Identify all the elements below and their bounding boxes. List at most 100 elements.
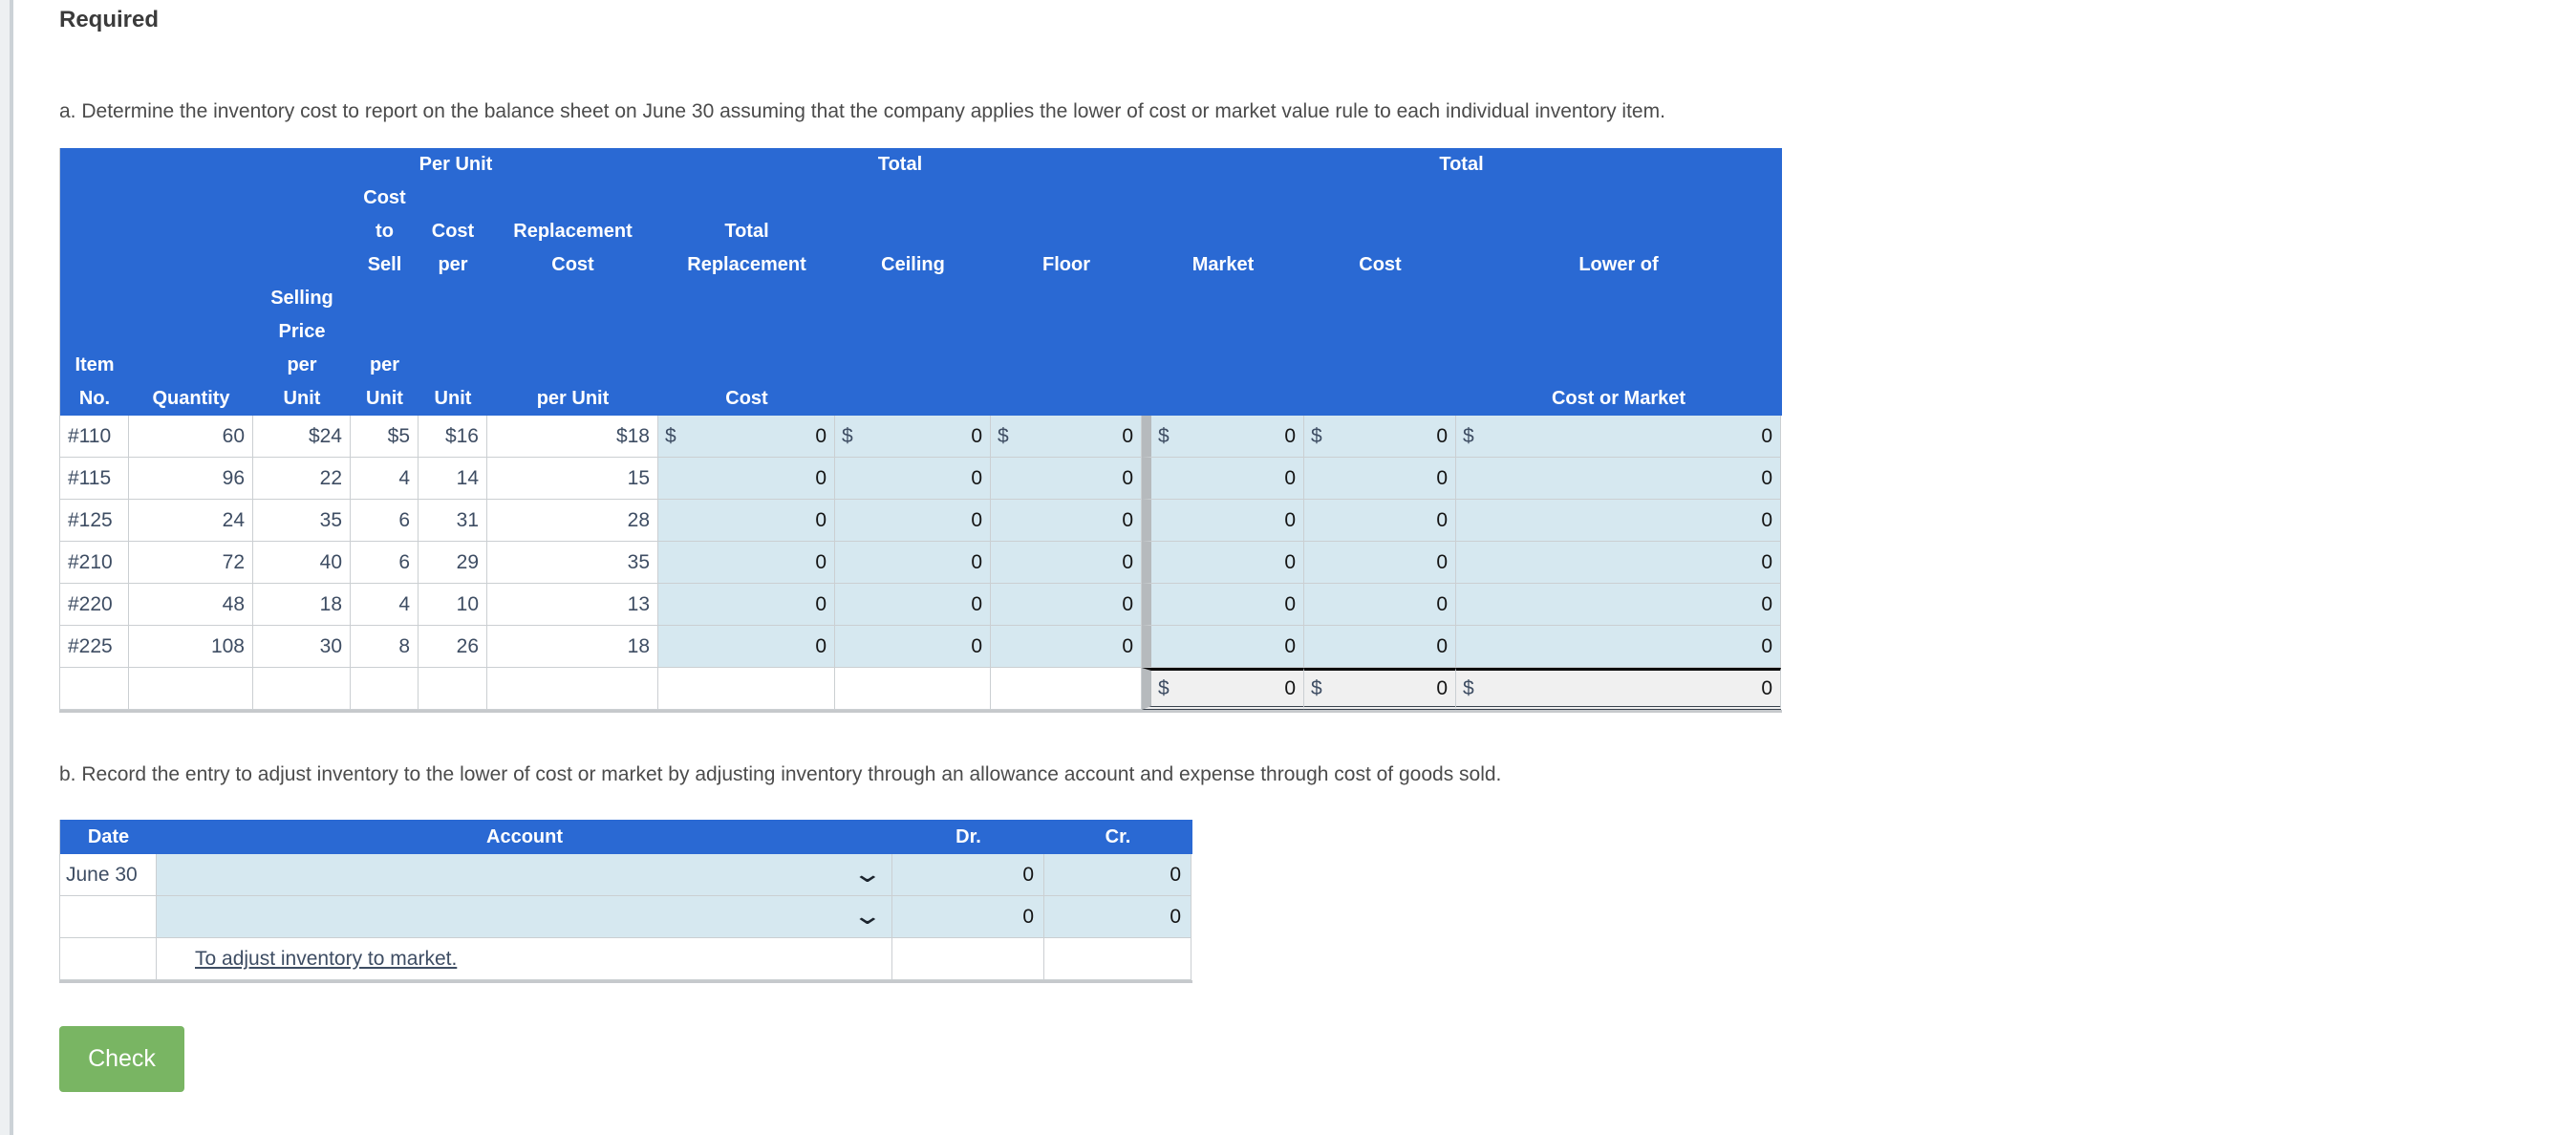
header-label-item: Item: [75, 354, 115, 375]
cell-value: 0: [1284, 550, 1296, 573]
chevron-down-icon: ⌄: [851, 858, 884, 888]
total-replacement-input[interactable]: 0: [658, 500, 835, 542]
floor-input[interactable]: 0: [991, 500, 1142, 542]
journal-note: To adjust inventory to market.: [157, 938, 892, 980]
cell-value: 0: [815, 592, 826, 615]
account-select[interactable]: ⌄: [157, 896, 892, 938]
market-input[interactable]: 0: [1142, 584, 1304, 626]
ceiling-input[interactable]: 0: [835, 584, 991, 626]
header-label-ceiling: Ceiling: [881, 254, 945, 275]
date-cell: June 30: [60, 854, 157, 896]
total-replacement-input[interactable]: 0: [658, 542, 835, 584]
ceiling-input[interactable]: 0: [835, 542, 991, 584]
cell-value: 0: [971, 466, 982, 489]
empty-cell: [835, 668, 991, 710]
left-scrollbar[interactable]: [0, 0, 13, 1135]
cell-value: 0: [1122, 634, 1133, 657]
journal-table-header: Date Account Dr. Cr.: [60, 820, 1192, 854]
lcm-input[interactable]: 0: [1456, 542, 1781, 584]
cell-value: 0: [1761, 508, 1772, 531]
empty-cell: [991, 668, 1142, 710]
table-row: #110 60 $24 $5 $16 $18 $0 $0 $0 $0 $0 $0: [60, 416, 1782, 458]
cell-value: 0: [815, 550, 826, 573]
floor-input[interactable]: $0: [991, 416, 1142, 458]
currency-symbol: $: [1158, 424, 1170, 447]
floor-input[interactable]: 0: [991, 458, 1142, 500]
header-label: Selling: [270, 288, 333, 309]
ceiling-input[interactable]: 0: [835, 458, 991, 500]
currency-symbol: $: [1311, 424, 1322, 447]
currency-symbol: $: [1463, 676, 1474, 699]
header-label-cost-or-market: Cost or Market: [1551, 388, 1686, 409]
cost-to-sell-cell: 8: [351, 626, 419, 668]
empty-cell: [129, 668, 253, 710]
empty-cell: [351, 668, 419, 710]
cell-value: 0: [1761, 592, 1772, 615]
cell-value: 0: [1436, 592, 1448, 615]
ceiling-input[interactable]: 0: [835, 626, 991, 668]
floor-input[interactable]: 0: [991, 542, 1142, 584]
header-label-total-2: Total: [1439, 154, 1484, 175]
selling-price-cell: $24: [253, 416, 351, 458]
cost-input[interactable]: 0: [1304, 542, 1456, 584]
credit-input[interactable]: 0: [1044, 854, 1191, 896]
credit-input[interactable]: 0: [1044, 896, 1191, 938]
account-select[interactable]: ⌄: [157, 854, 892, 896]
check-button[interactable]: Check: [59, 1026, 184, 1092]
selling-price-cell: 18: [253, 584, 351, 626]
cost-total-cell: $0: [1304, 668, 1456, 710]
ceiling-input[interactable]: 0: [835, 500, 991, 542]
date-cell: [60, 896, 157, 938]
required-heading: Required: [59, 7, 160, 32]
journal-row: ⌄ 0 0: [60, 896, 1192, 938]
header-label: per: [438, 254, 468, 275]
market-input[interactable]: 0: [1142, 458, 1304, 500]
debit-input[interactable]: 0: [892, 896, 1044, 938]
market-input[interactable]: 0: [1142, 542, 1304, 584]
cell-value: 0: [1436, 550, 1448, 573]
cost-input[interactable]: 0: [1304, 500, 1456, 542]
market-input[interactable]: 0: [1142, 500, 1304, 542]
chevron-down-icon: ⌄: [851, 900, 884, 930]
cost-input[interactable]: 0: [1304, 626, 1456, 668]
total-replacement-input[interactable]: 0: [658, 458, 835, 500]
cost-input[interactable]: 0: [1304, 458, 1456, 500]
lcm-input[interactable]: 0: [1456, 500, 1781, 542]
lcm-input[interactable]: $0: [1456, 416, 1781, 458]
cell-value: 0: [1284, 634, 1296, 657]
lcm-input[interactable]: 0: [1456, 584, 1781, 626]
empty-cell: [253, 668, 351, 710]
total-replacement-input[interactable]: $0: [658, 416, 835, 458]
journal-table: Date Account Dr. Cr. June 30 ⌄ 0 0 ⌄ 0 0…: [59, 820, 1192, 983]
cell-value: 0: [1122, 550, 1133, 573]
header-label-lower-of: Lower of: [1578, 254, 1659, 275]
market-input[interactable]: $0: [1142, 416, 1304, 458]
total-replacement-input[interactable]: 0: [658, 584, 835, 626]
header-label: to: [376, 221, 394, 242]
market-total-cell: $0: [1142, 668, 1304, 710]
currency-symbol: $: [665, 424, 676, 447]
currency-symbol: $: [1311, 676, 1322, 699]
debit-input[interactable]: 0: [892, 854, 1044, 896]
header-label-date: Date: [87, 825, 130, 847]
cell-value: 0: [1284, 508, 1296, 531]
floor-input[interactable]: 0: [991, 584, 1142, 626]
total-replacement-input[interactable]: 0: [658, 626, 835, 668]
cost-input[interactable]: 0: [1304, 584, 1456, 626]
lcm-table: Per Unit Total Total Cost to Cost Replac…: [59, 148, 1782, 713]
currency-symbol: $: [1158, 676, 1170, 699]
table-row: #210 72 40 6 29 35 0 0 0 0 0 0: [60, 542, 1782, 584]
floor-input[interactable]: 0: [991, 626, 1142, 668]
lcm-input[interactable]: 0: [1456, 458, 1781, 500]
item-cell: #125: [60, 500, 129, 542]
ceiling-input[interactable]: $0: [835, 416, 991, 458]
journal-row: June 30 ⌄ 0 0: [60, 854, 1192, 896]
selling-price-cell: 30: [253, 626, 351, 668]
cost-input[interactable]: $0: [1304, 416, 1456, 458]
currency-symbol: $: [1463, 424, 1474, 447]
cost-to-sell-cell: 4: [351, 584, 419, 626]
lcm-input[interactable]: 0: [1456, 626, 1781, 668]
journal-note-row: To adjust inventory to market.: [60, 938, 1192, 980]
market-input[interactable]: 0: [1142, 626, 1304, 668]
item-cell: #220: [60, 584, 129, 626]
